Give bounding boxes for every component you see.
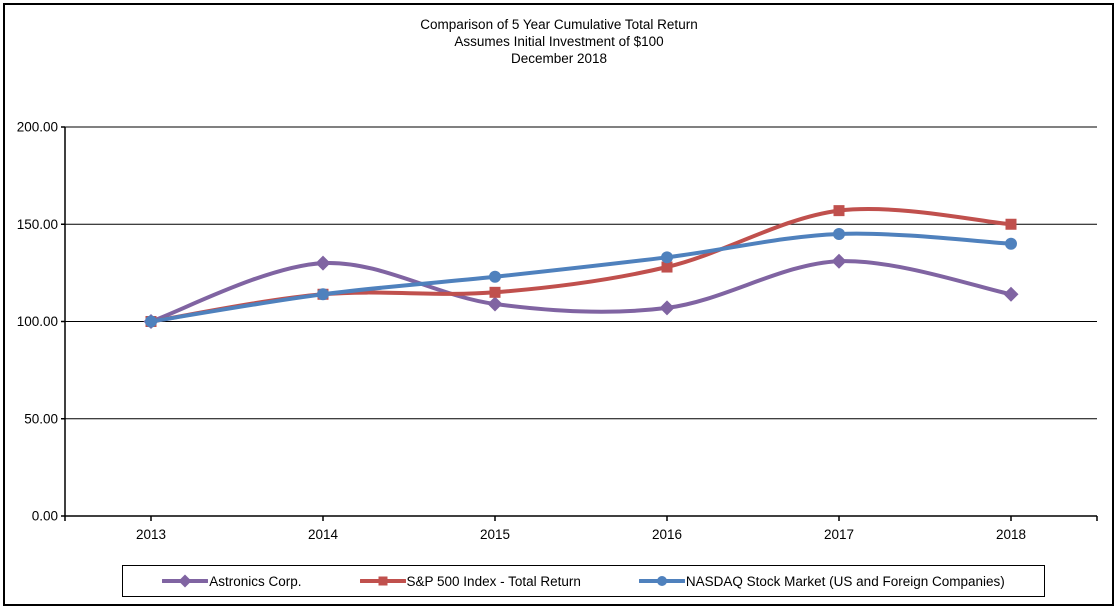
svg-text:50.00: 50.00 [24, 411, 58, 426]
svg-text:2015: 2015 [480, 527, 510, 542]
sp500-line-marker-icon [359, 576, 406, 586]
legend-label-sp500: S&P 500 Index - Total Return [406, 573, 581, 589]
svg-text:0.00: 0.00 [32, 509, 58, 524]
svg-text:2016: 2016 [652, 527, 682, 542]
chart-subtitle: Assumes Initial Investment of $100 [454, 34, 664, 49]
svg-text:2018: 2018 [996, 527, 1026, 542]
astronics-line-marker-icon [162, 574, 209, 588]
svg-text:100.00: 100.00 [17, 314, 58, 329]
chart-legend: Astronics Corp. S&P 500 Index - Total Re… [122, 565, 1045, 597]
chart-title: Comparison of 5 Year Cumulative Total Re… [420, 17, 698, 32]
chart-date: December 2018 [510, 51, 608, 66]
legend-label-nasdaq: NASDAQ Stock Market (US and Foreign Comp… [685, 573, 1005, 589]
svg-text:2014: 2014 [308, 527, 339, 542]
legend-item-sp500: S&P 500 Index - Total Return [359, 573, 581, 589]
legend-label-astronics: Astronics Corp. [209, 573, 302, 589]
svg-text:150.00: 150.00 [17, 217, 58, 232]
legend-item-nasdaq: NASDAQ Stock Market (US and Foreign Comp… [638, 573, 1005, 589]
svg-text:2017: 2017 [824, 527, 854, 542]
nasdaq-line-marker-icon [638, 576, 685, 586]
svg-text:2013: 2013 [136, 527, 166, 542]
legend-item-astronics: Astronics Corp. [162, 573, 302, 589]
chart-title-block: Comparison of 5 Year Cumulative Total Re… [0, 16, 1118, 67]
svg-text:200.00: 200.00 [17, 120, 58, 135]
